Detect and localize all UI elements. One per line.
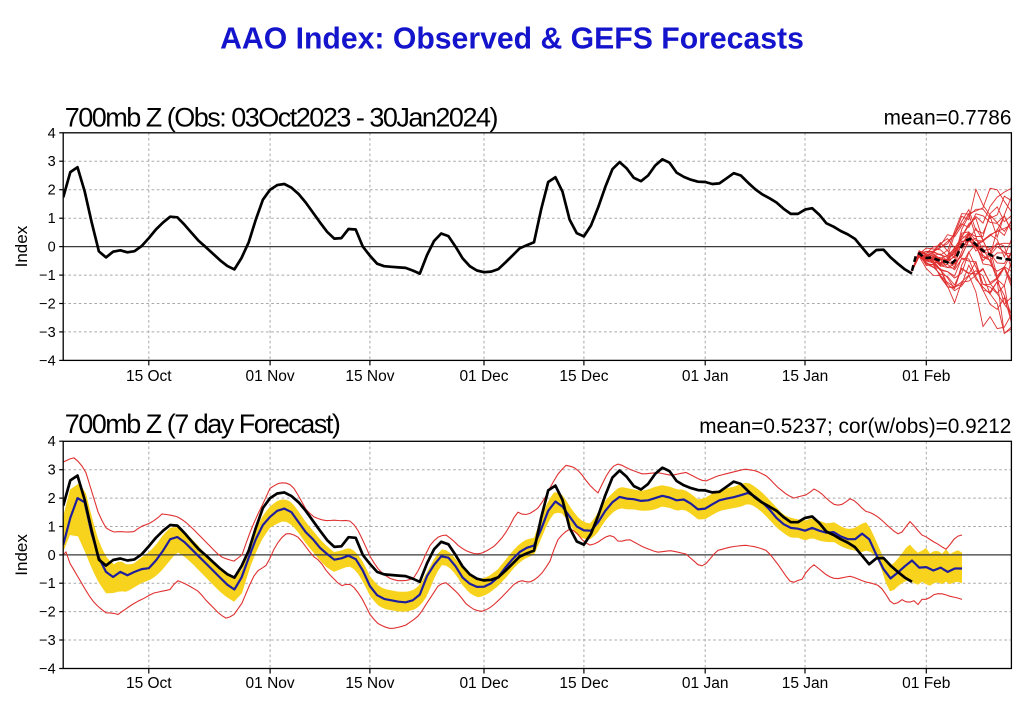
svg-text:4: 4 [48,126,56,142]
svg-text:01 Nov: 01 Nov [246,368,295,385]
svg-text:15 Nov: 15 Nov [345,675,394,692]
svg-text:−3: −3 [39,633,56,649]
svg-text:15 Oct: 15 Oct [126,675,172,692]
svg-text:1: 1 [48,520,56,536]
svg-text:15 Jan: 15 Jan [782,368,829,385]
svg-text:01 Dec: 01 Dec [459,675,508,692]
svg-text:01 Nov: 01 Nov [246,675,295,692]
svg-text:01 Jan: 01 Jan [682,675,729,692]
svg-text:2: 2 [48,491,56,507]
svg-text:1: 1 [48,211,56,227]
svg-text:4: 4 [48,434,56,450]
svg-text:15 Dec: 15 Dec [559,368,608,385]
svg-text:−1: −1 [39,268,56,284]
svg-text:01 Feb: 01 Feb [902,675,950,692]
svg-text:0: 0 [48,240,56,256]
svg-text:01 Jan: 01 Jan [682,368,729,385]
svg-text:0: 0 [48,548,56,564]
svg-text:15 Jan: 15 Jan [782,675,829,692]
svg-text:700mb Z (7 day Forecast): 700mb Z (7 day Forecast) [65,409,340,439]
svg-text:3: 3 [48,154,56,170]
svg-text:Index: Index [12,225,31,267]
svg-text:15 Dec: 15 Dec [559,675,608,692]
svg-text:700mb Z (Obs: 03Oct2023 - 30Ja: 700mb Z (Obs: 03Oct2023 - 30Jan2024) [65,102,498,132]
svg-text:3: 3 [48,463,56,479]
svg-text:mean=0.5237; cor(w/obs)=0.9212: mean=0.5237; cor(w/obs)=0.9212 [699,415,1011,438]
svg-text:−4: −4 [39,353,56,369]
svg-text:−1: −1 [39,576,56,592]
svg-text:−2: −2 [39,605,56,621]
svg-text:15 Oct: 15 Oct [126,368,172,385]
svg-text:−4: −4 [39,662,56,678]
svg-text:−2: −2 [39,297,56,313]
svg-text:2: 2 [48,183,56,199]
svg-text:−3: −3 [39,325,56,341]
svg-text:mean=0.7786: mean=0.7786 [884,107,1012,130]
svg-text:01 Dec: 01 Dec [459,368,508,385]
svg-text:Index: Index [12,534,31,576]
svg-text:AAO Index: Observed & GEFS For: AAO Index: Observed & GEFS Forecasts [220,23,804,56]
svg-text:15 Nov: 15 Nov [345,368,394,385]
svg-text:01 Feb: 01 Feb [902,368,950,385]
